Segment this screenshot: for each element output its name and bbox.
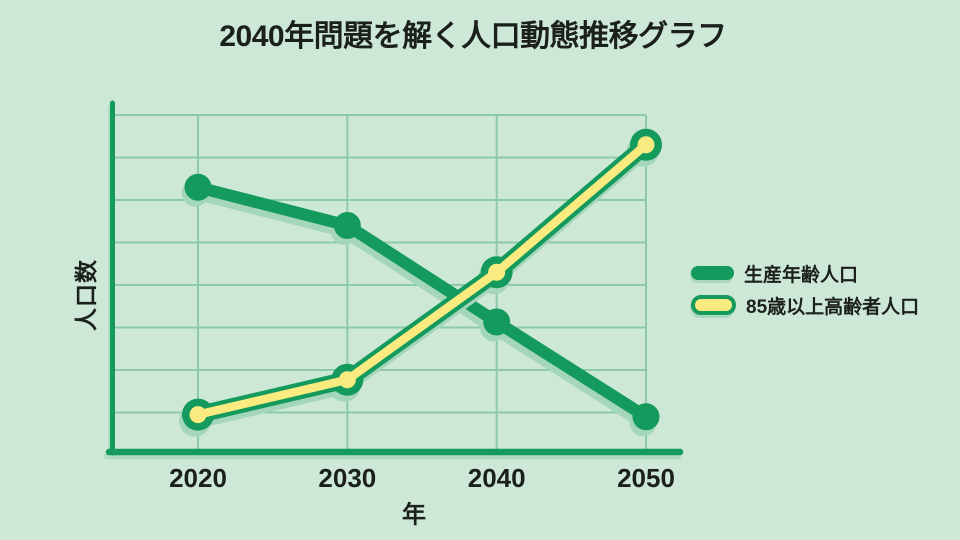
legend-label-elderly-85: 85歳以上高齢者人口 bbox=[746, 296, 920, 318]
x-axis-label: 年 bbox=[402, 501, 426, 529]
green-pill-icon bbox=[691, 266, 734, 280]
legend-item-working-age-population: 生産年齢人口 bbox=[691, 257, 919, 289]
data-point-working-age bbox=[483, 308, 511, 336]
series-elderly-85-line bbox=[182, 128, 662, 431]
yellow-pill-green-border-icon bbox=[691, 295, 736, 315]
series-working-age-path bbox=[192, 181, 652, 423]
x-tick-label: 2030 bbox=[318, 463, 376, 493]
data-point-elderly-85 bbox=[338, 371, 356, 389]
x-tick-labels: 2020 2030 2040 2050 bbox=[169, 463, 675, 493]
chart-title: 2040年問題を解く人口動態推移グラフ bbox=[219, 20, 727, 53]
data-point-working-age bbox=[184, 173, 212, 201]
x-tick-label: 2050 bbox=[617, 463, 675, 493]
data-point-working-age bbox=[632, 403, 660, 431]
data-point-elderly-85 bbox=[189, 406, 207, 424]
legend-item-elderly-85-population: 85歳以上高齢者人口 bbox=[691, 289, 919, 321]
series-working-age-line bbox=[184, 173, 660, 431]
data-point-working-age bbox=[333, 212, 361, 239]
legend-label-working-age: 生産年齢人口 bbox=[744, 264, 859, 286]
axes bbox=[105, 100, 684, 456]
data-point-elderly-85 bbox=[637, 136, 655, 154]
series-elderly-85-path bbox=[193, 140, 651, 419]
data-point-elderly-85 bbox=[488, 263, 506, 281]
legend: 生産年齢人口 85歳以上高齢者人口 bbox=[691, 257, 919, 321]
x-tick-label: 2040 bbox=[468, 463, 526, 493]
x-tick-label: 2020 bbox=[169, 463, 227, 493]
